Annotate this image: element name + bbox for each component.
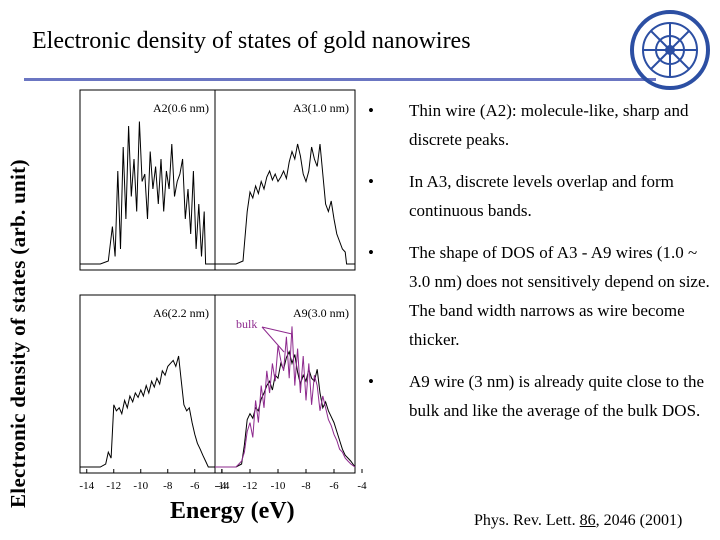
bullet-item: • A9 wire (3 nm) is already quite close t… [368, 372, 705, 420]
x-tick-label: -12 [106, 480, 121, 492]
citation: Phys. Rev. Lett. 86, 2046 (2001) [474, 512, 683, 529]
title-rule [24, 78, 656, 81]
panel-label: A6(2.2 nm) [153, 306, 209, 320]
series-line [80, 355, 215, 468]
series-line [80, 121, 215, 265]
bullet-list: • Thin wire (A2): molecule-like, sharp an… [368, 96, 720, 438]
page-title: Electronic density of states of gold nan… [32, 28, 471, 54]
x-tick-label: -10 [271, 480, 286, 492]
x-tick-label: -12 [243, 480, 258, 492]
series-line [215, 143, 355, 265]
x-tick-label: -6 [329, 480, 339, 492]
bullet-item: • The shape of DOS of A3 - A9 wires (1.0 … [368, 243, 710, 349]
panel-label: A3(1.0 nm) [293, 101, 349, 115]
university-seal-icon [630, 10, 710, 90]
bulk-annotation: bulk [236, 317, 257, 331]
x-tick-label: -6 [190, 480, 200, 492]
panel-label: A2(0.6 nm) [153, 101, 209, 115]
bulk-pointer [261, 326, 293, 353]
bullet-item: • Thin wire (A2): molecule-like, sharp an… [368, 101, 689, 149]
x-tick-label: -8 [163, 480, 173, 492]
panel-label: A9(3.0 nm) [293, 306, 349, 320]
x-tick-label: -4 [217, 480, 227, 492]
x-tick-label: -4 [357, 480, 367, 492]
bullet-item: • In A3, discrete levels overlap and form… [368, 172, 674, 220]
x-tick-label: -14 [215, 480, 230, 492]
panel-frame [79, 89, 216, 271]
x-tick-label: -8 [301, 480, 311, 492]
x-tick-label: -14 [79, 480, 94, 492]
panel-frame [79, 294, 216, 474]
x-tick-label: -10 [133, 480, 148, 492]
x-axis-label: Energy (eV) [170, 498, 295, 524]
panel-frame [214, 294, 356, 474]
series-line [215, 326, 356, 468]
series-line [215, 350, 356, 468]
panel-frame [214, 89, 356, 271]
